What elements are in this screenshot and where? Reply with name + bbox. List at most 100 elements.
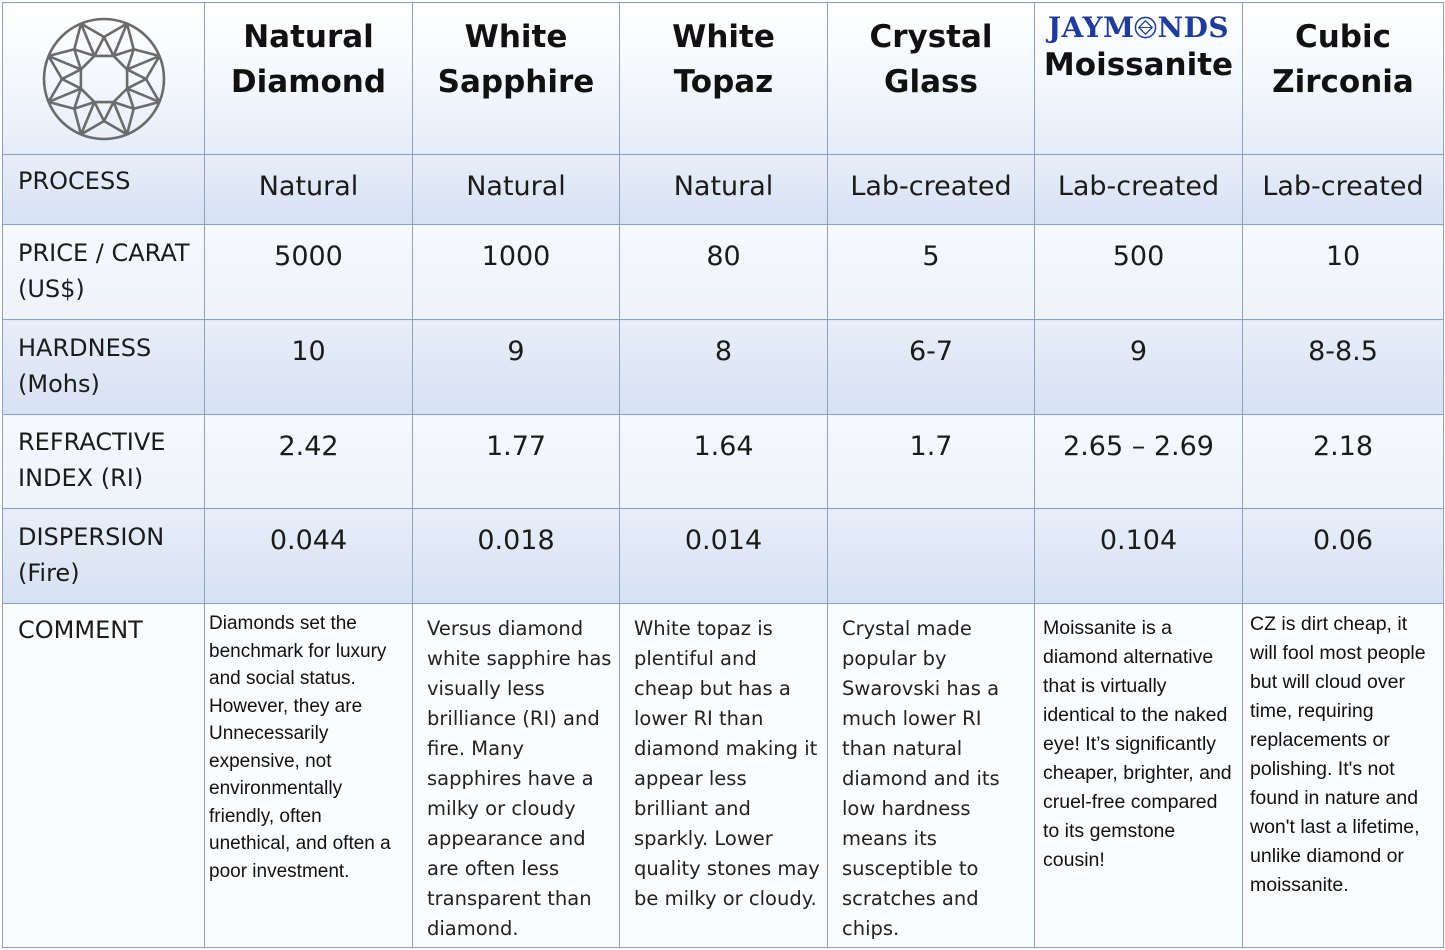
cell: 5000 (204, 224, 413, 320)
header-line1: White (672, 19, 775, 55)
label-line1: DISPERSION (18, 523, 165, 551)
row-label: DISPERSION (Fire) (2, 508, 205, 604)
cell-value: 9 (1129, 336, 1148, 367)
row-comment: COMMENT Diamonds set the benchmark for l… (2, 603, 1444, 948)
comment-text: Diamonds set the benchmark for luxury an… (209, 613, 391, 882)
label-text: COMMENT (18, 616, 143, 644)
brand-text-pre: JAYM (1047, 11, 1135, 44)
cell-value: 0.018 (477, 525, 555, 556)
round-brilliant-diamond-icon (42, 17, 165, 140)
cell-value: 1000 (481, 241, 551, 272)
header-line2: Glass (884, 64, 978, 100)
header-crystal-glass: Crystal Glass (827, 2, 1035, 155)
cell-value: 2.18 (1312, 431, 1374, 462)
cell-value: Lab-created (850, 171, 1012, 202)
label-text: PROCESS (18, 167, 131, 195)
cell-value: 2.42 (278, 431, 339, 462)
cell: 0.044 (204, 508, 413, 604)
cell: Diamonds set the benchmark for luxury an… (204, 603, 413, 948)
cell-value: 0.044 (269, 525, 348, 556)
row-hardness: HARDNESS (Mohs) 10 9 8 6-7 9 8-8.5 (2, 319, 1444, 415)
cell: 6-7 (827, 319, 1035, 415)
row-label: PROCESS (2, 154, 205, 225)
header-white-sapphire: White Sapphire (412, 2, 620, 155)
label-line2: (Fire) (18, 559, 80, 587)
row-process: PROCESS Natural Natural Natural Lab-crea… (2, 154, 1444, 225)
cell: 1.64 (619, 414, 828, 509)
header-line2: Topaz (673, 64, 774, 100)
cell-value: Natural (258, 171, 359, 202)
header-row: Natural Diamond White Sapphire White Topaz … (2, 2, 1444, 155)
row-refractive-index: REFRACTIVE INDEX (RI) 2.42 1.77 1.64 1.7 … (2, 414, 1444, 509)
brand-logo: JAYM NDS (1036, 7, 1242, 45)
cell: Crystal made popular by Swarovski has a … (827, 603, 1035, 948)
cell-value: 0.06 (1312, 525, 1374, 556)
cell: 80 (619, 224, 828, 320)
cell-value: 1.7 (909, 431, 953, 462)
diamond-o-icon (1135, 16, 1157, 39)
cell-value: 1.64 (693, 431, 754, 462)
label-line2: (US$) (18, 275, 85, 303)
cell: CZ is dirt cheap, it will fool most peop… (1242, 603, 1444, 948)
cell: Natural (412, 154, 620, 225)
header-jaymonds-moissanite: JAYM NDS Moissanite (1034, 2, 1243, 155)
cell-value: 10 (1325, 241, 1361, 272)
label-line1: HARDNESS (18, 334, 152, 362)
cell: Lab-created (1034, 154, 1243, 225)
cell-value: 1.77 (485, 431, 547, 462)
cell: 0.018 (412, 508, 620, 604)
cell-value: 0.014 (684, 525, 763, 556)
cell: Lab-created (827, 154, 1035, 225)
header-white-topaz: White Topaz (619, 2, 828, 155)
cell-value: 6-7 (908, 336, 954, 367)
cell: 8 (619, 319, 828, 415)
cell: 9 (412, 319, 620, 415)
comment-text: White topaz is plentiful and cheap but h… (634, 617, 820, 910)
comment-text: Crystal made popular by Swarovski has a … (842, 617, 1000, 940)
label-line2: INDEX (RI) (18, 464, 144, 492)
label-line1: PRICE / CARAT (18, 239, 190, 267)
cell: 0.014 (619, 508, 828, 604)
label-line2: (Mohs) (18, 370, 100, 398)
cell-value: 8 (714, 336, 733, 367)
row-label: REFRACTIVE INDEX (RI) (2, 414, 205, 509)
cell-value: 0.104 (1099, 525, 1178, 556)
cell: 9 (1034, 319, 1243, 415)
brand-text-post: NDS (1157, 11, 1230, 44)
cell-value: 500 (1112, 241, 1165, 272)
logo-cell (2, 2, 205, 155)
header-line1: Cubic (1294, 19, 1391, 55)
header-line1: White (464, 19, 568, 55)
cell: 10 (1242, 224, 1444, 320)
comment-text: CZ is dirt cheap, it will fool most peop… (1250, 613, 1426, 896)
row-price: PRICE / CARAT (US$) 5000 1000 80 5 500 10 (2, 224, 1444, 320)
header-line1: Natural (243, 19, 374, 55)
cell: 1000 (412, 224, 620, 320)
cell: Moissanite is a diamond alternative that… (1034, 603, 1243, 948)
cell: 0.104 (1034, 508, 1243, 604)
cell: 5 (827, 224, 1035, 320)
header-line2: Sapphire (437, 64, 595, 100)
cell: 2.18 (1242, 414, 1444, 509)
cell: 2.42 (204, 414, 413, 509)
cell-value: 5 (922, 241, 940, 272)
cell: 1.77 (412, 414, 620, 509)
label-line1: REFRACTIVE (18, 428, 166, 456)
cell: 2.65 – 2.69 (1034, 414, 1243, 509)
header-line2: Moissanite (1043, 47, 1234, 83)
cell-value: 10 (291, 336, 326, 367)
header-cubic-zirconia: Cubic Zirconia (1242, 2, 1444, 155)
row-dispersion: DISPERSION (Fire) 0.044 0.018 0.014 0.104… (2, 508, 1444, 604)
row-label: PRICE / CARAT (US$) (2, 224, 205, 320)
cell (827, 508, 1035, 604)
cell: Versus diamond white sapphire has visual… (412, 603, 620, 948)
row-label: COMMENT (2, 603, 205, 948)
cell: 8-8.5 (1242, 319, 1444, 415)
comment-text: Versus diamond white sapphire has visual… (427, 617, 612, 940)
header-line2: Zirconia (1272, 64, 1414, 100)
cell: Natural (204, 154, 413, 225)
cell: Natural (619, 154, 828, 225)
row-label: HARDNESS (Mohs) (2, 319, 205, 415)
cell-value (829, 510, 1034, 524)
